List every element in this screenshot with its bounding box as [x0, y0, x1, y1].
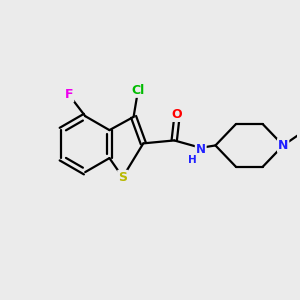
Text: Cl: Cl — [131, 84, 145, 97]
Text: O: O — [172, 108, 182, 121]
Text: S: S — [118, 171, 127, 184]
Text: N: N — [278, 139, 288, 152]
Text: F: F — [65, 88, 73, 101]
Text: N: N — [196, 143, 206, 156]
Text: H: H — [188, 155, 197, 165]
